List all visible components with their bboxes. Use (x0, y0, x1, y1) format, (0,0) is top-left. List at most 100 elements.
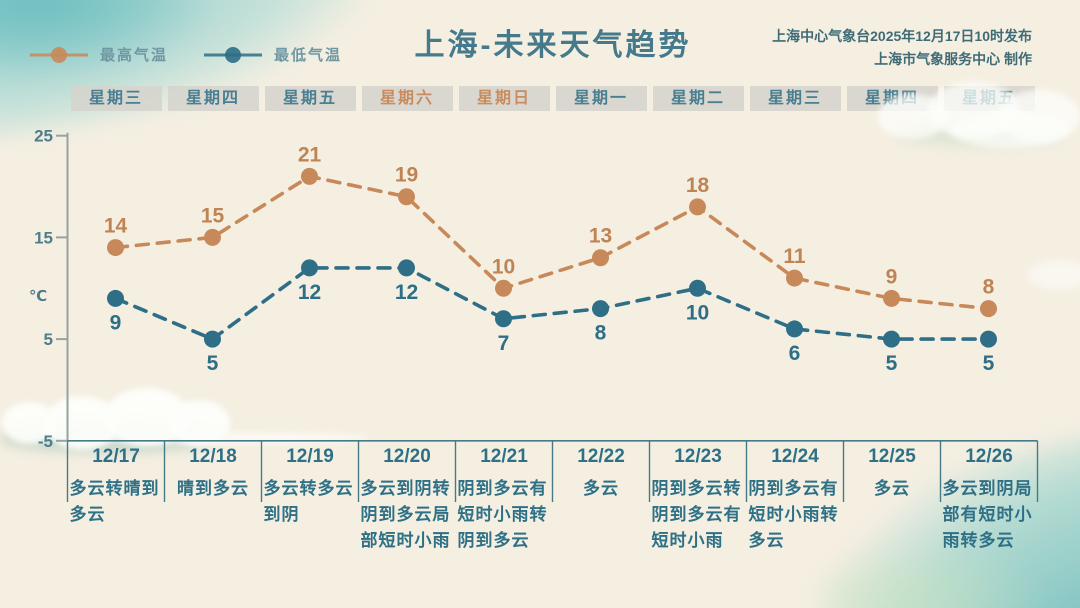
high-temp-value-label: 8 (983, 276, 995, 299)
high-temp-value-label: 14 (104, 215, 128, 238)
high-temp-point (883, 289, 900, 307)
high-temp-value-label: 15 (201, 204, 225, 227)
low-temp-point (786, 320, 803, 338)
low-temp-value-label: 12 (298, 281, 321, 304)
weather-text: 多云转多云到阴 (263, 479, 354, 524)
source-line-1: 上海中心气象台2025年12月17日10时发布 (772, 28, 1032, 44)
high-temp-value-label: 9 (886, 265, 898, 288)
low-temp-value-label: 10 (686, 301, 709, 324)
low-temp-value-label: 7 (498, 332, 510, 355)
weather-text: 阴到多云有短时小雨转阴到多云 (457, 479, 548, 550)
high-temp-line (113, 174, 991, 311)
high-temp-value-label: 11 (783, 245, 806, 268)
high-temp-value-label: 13 (589, 225, 612, 248)
date-label-12/25: 12/25 (868, 446, 916, 467)
legend-label-high: 最高气温 (100, 47, 169, 64)
weather-cell-12/20: 多云到阴转阴到多云局部短时小雨 (361, 476, 454, 554)
date-label-12/20: 12/20 (383, 446, 431, 467)
legend-item-low: 最低气温 (202, 44, 342, 65)
high-temp-point (980, 300, 997, 318)
high-temp-point (301, 167, 318, 185)
low-temp-point (301, 259, 318, 277)
weather-cell-12/23: 阴到多云转阴到多云有短时小雨 (652, 476, 745, 554)
day-of-week-12/19: 星期五 (264, 86, 356, 111)
low-temp-value-label: 6 (789, 342, 801, 365)
day-of-week-12/20: 星期六 (361, 86, 453, 111)
date-label-12/23: 12/23 (674, 446, 722, 467)
low-temp-value-label: 8 (595, 322, 607, 345)
source-attribution: 上海中心气象台2025年12月17日10时发布 上海市气象服务中心 制作 (772, 25, 1032, 71)
high-temp-point (398, 188, 415, 206)
high-temp-point (107, 239, 124, 257)
high-temp-point (495, 279, 512, 297)
high-temp-point (592, 249, 609, 267)
date-label-12/19: 12/19 (286, 446, 334, 467)
weather-text: 多云转晴到多云 (69, 479, 160, 524)
low-temp-value-label: 5 (983, 352, 995, 375)
low-temp-value-label: 5 (886, 352, 898, 375)
weather-cell-12/21: 阴到多云有短时小雨转阴到多云 (458, 476, 551, 554)
day-of-week-12/17: 星期三 (70, 86, 162, 111)
date-label-12/18: 12/18 (189, 446, 237, 467)
weather-cell-12/22: 多云 (555, 476, 648, 502)
day-of-week-12/24: 星期三 (749, 86, 841, 111)
high-temp-value-label: 21 (298, 143, 322, 166)
cloud-icon (1028, 260, 1080, 290)
date-label-12/24: 12/24 (771, 446, 819, 467)
low-temp-point (883, 330, 900, 348)
low-temp-point (980, 330, 997, 348)
low-temp-point (398, 259, 415, 277)
date-label-12/17: 12/17 (92, 446, 140, 467)
weather-text: 多云到阴转阴到多云局部短时小雨 (360, 479, 451, 550)
date-label-12/22: 12/22 (577, 446, 625, 467)
low-temp-point (495, 310, 512, 328)
low-temp-point (204, 330, 221, 348)
y-tick-label: 25 (34, 127, 53, 146)
date-label-12/26: 12/26 (965, 446, 1013, 467)
legend-label-low: 最低气温 (274, 47, 343, 64)
low-temp-value-label: 9 (110, 311, 122, 334)
weather-text: 晴到多云 (177, 479, 249, 498)
y-tick-label: 15 (34, 228, 53, 247)
page-title: 上海-未来天气趋势 (414, 29, 692, 62)
weather-cell-12/19: 多云转多云到阴 (264, 476, 357, 528)
low-temp-point (592, 300, 609, 318)
y-tick-label: -5 (38, 432, 53, 451)
low-temp-point (689, 279, 706, 297)
cloud-icon (950, 112, 1070, 148)
low-temp-point (107, 289, 124, 307)
source-line-2: 上海市气象服务中心 制作 (874, 51, 1032, 67)
high-temp-value-label: 10 (492, 255, 515, 278)
high-temp-marker-icon (30, 46, 88, 63)
weather-text: 阴到多云转阴到多云有短时小雨 (651, 479, 742, 550)
weather-text: 多云到阴局部有短时小雨转多云 (942, 479, 1033, 550)
weather-text: 阴到多云有短时小雨转多云 (748, 479, 839, 550)
date-label-12/21: 12/21 (480, 446, 528, 467)
chart-legend: 最高气温 最低气温 (28, 44, 342, 65)
high-temp-point (689, 198, 706, 216)
y-tick-label: 5 (44, 330, 53, 349)
weather-cell-12/26: 多云到阴局部有短时小雨转多云 (943, 476, 1036, 554)
weather-cell-12/24: 阴到多云有短时小雨转多云 (749, 476, 842, 554)
day-of-week-12/23: 星期二 (652, 86, 744, 111)
high-temp-point (204, 228, 221, 246)
low-temp-value-label: 12 (395, 281, 418, 304)
low-temp-line (113, 266, 991, 342)
high-temp-value-label: 19 (395, 164, 418, 187)
weather-cell-12/25: 多云 (846, 476, 939, 502)
day-of-week-12/18: 星期四 (167, 86, 259, 111)
legend-item-high: 最高气温 (28, 44, 168, 65)
weather-text: 多云 (874, 479, 910, 498)
day-of-week-12/21: 星期日 (458, 86, 550, 111)
low-temp-marker-icon (204, 46, 263, 63)
low-temp-value-label: 5 (207, 352, 219, 375)
weather-cell-12/17: 多云转晴到多云 (70, 476, 163, 528)
weather-cell-12/18: 晴到多云 (167, 476, 260, 502)
weather-text: 多云 (583, 479, 619, 498)
day-of-week-12/22: 星期一 (555, 86, 647, 111)
y-axis-unit: ℃ (29, 288, 47, 305)
high-temp-value-label: 18 (686, 174, 710, 197)
high-temp-point (786, 269, 803, 287)
